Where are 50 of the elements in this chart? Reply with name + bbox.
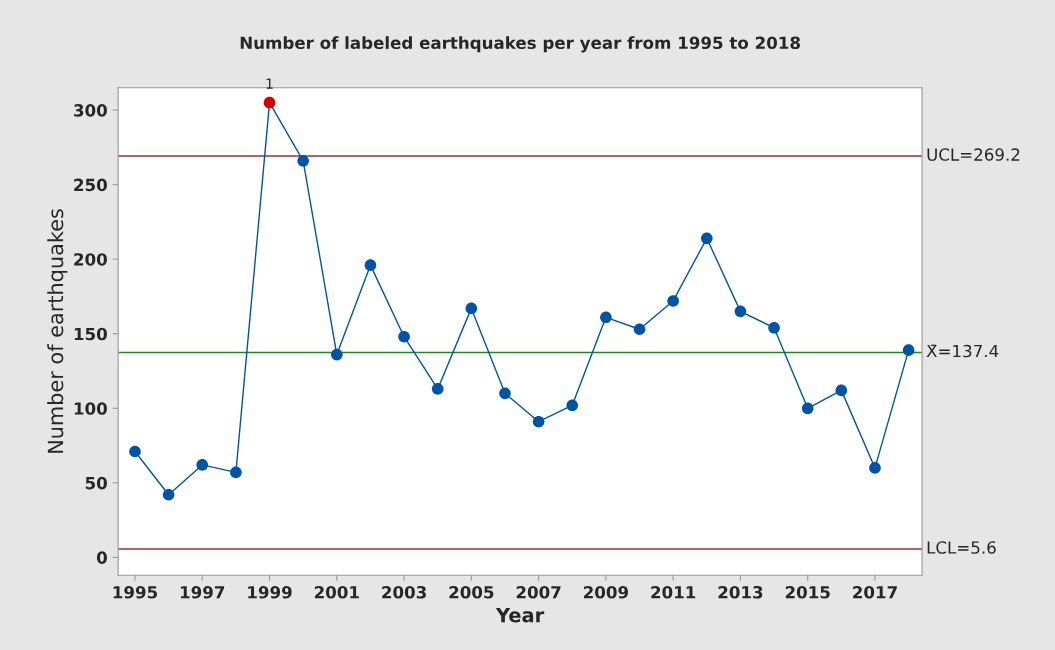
annotation: 1 <box>266 78 273 89</box>
ref-line-label: LCL=5.6 <box>927 541 996 554</box>
x-tick-label: 2005 <box>449 585 494 599</box>
y-tick-label: 200 <box>74 253 107 266</box>
x-axis-title: Year <box>495 607 545 623</box>
point <box>162 488 175 501</box>
point <box>633 323 646 336</box>
point <box>532 415 545 428</box>
y-tick-label: 50 <box>85 476 107 490</box>
point <box>499 387 511 400</box>
point <box>196 459 209 471</box>
point <box>263 96 276 109</box>
y-axis-title: Number of earthquakes <box>47 209 68 453</box>
point <box>330 348 343 361</box>
x-tick-label: 2009 <box>584 585 629 599</box>
point <box>700 232 713 245</box>
point <box>566 399 579 412</box>
chart-title: Number of labeled earthquakes per year from 1995 to 2018 <box>240 36 800 53</box>
x-tick-label: 2011 <box>651 585 696 599</box>
y-tick-label: 300 <box>74 104 107 117</box>
point <box>398 330 410 343</box>
x-tick-label: 2017 <box>853 585 897 599</box>
x-tick-label: 2015 <box>785 585 830 599</box>
point <box>364 259 377 271</box>
point <box>835 384 848 397</box>
x-tick-label: 2003 <box>382 585 426 599</box>
point <box>129 445 141 458</box>
point <box>768 321 780 334</box>
point <box>734 305 747 318</box>
point <box>667 295 679 307</box>
x-tick-label: 2013 <box>718 585 763 599</box>
x-tick-label: 1997 <box>180 585 225 599</box>
point <box>801 402 814 415</box>
y-tick-label: 100 <box>74 402 107 415</box>
ref-line-label: UCL=269.2 <box>927 148 1020 161</box>
point <box>230 466 242 479</box>
x-tick-label: 1995 <box>113 585 158 599</box>
x-tick-label: 2007 <box>516 585 561 599</box>
y-tick-label: 150 <box>74 327 107 341</box>
x-tick-label: 1999 <box>248 585 292 599</box>
point <box>431 383 444 395</box>
y-tick-label: 0 <box>96 551 107 564</box>
point <box>297 154 309 167</box>
y-tick-label: 250 <box>74 178 107 192</box>
point <box>600 311 612 324</box>
x-tick-label: 2001 <box>314 585 359 599</box>
point <box>869 462 881 474</box>
point <box>902 344 915 356</box>
point <box>465 302 478 315</box>
ref-line-label: X̄=137.4 <box>926 344 999 358</box>
